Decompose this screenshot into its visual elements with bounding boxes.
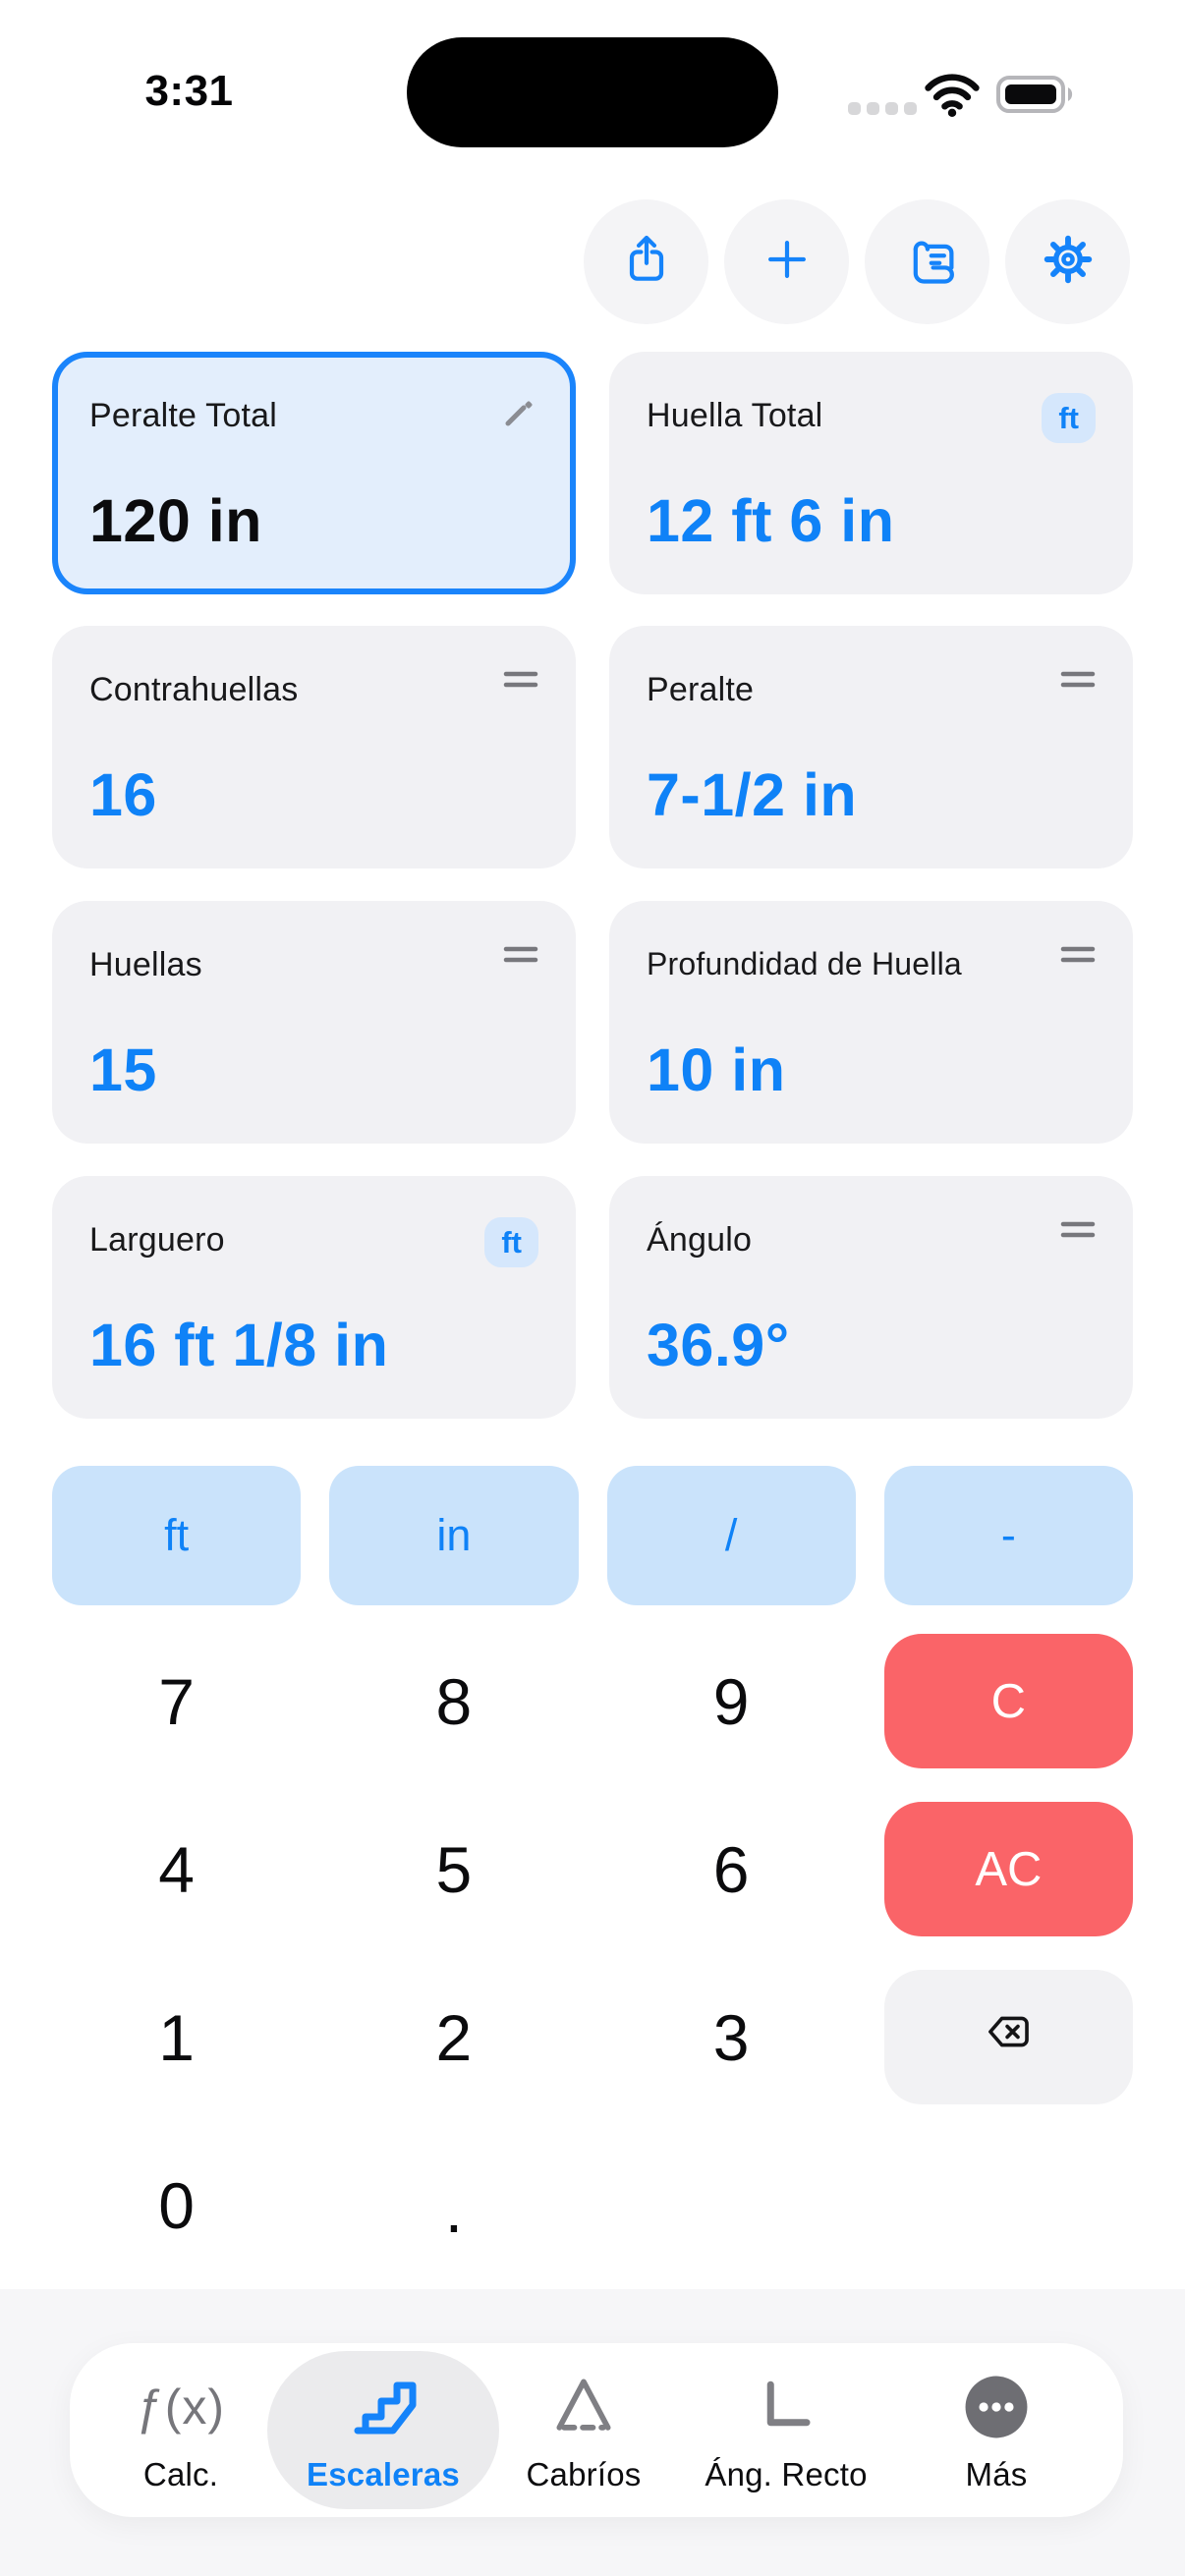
tab-label: Calc.: [142, 2456, 219, 2492]
equals-icon: [1060, 667, 1096, 698]
card-contrahuellas[interactable]: Contrahuellas 16: [52, 626, 576, 868]
all-clear-button[interactable]: AC: [883, 1802, 1133, 1936]
settings-button[interactable]: [1005, 199, 1130, 324]
status-time: 3:31: [144, 67, 234, 115]
card-header: Huellas: [89, 942, 538, 984]
key-4[interactable]: 4: [158, 1832, 195, 1906]
backspace-icon: [980, 2003, 1037, 2072]
card-peralte-total[interactable]: Peralte Total 120 in: [52, 352, 576, 594]
card-huellas[interactable]: Huellas 15: [52, 901, 576, 1144]
card-header: Contrahuellas: [89, 667, 538, 709]
tab-label: Áng. Recto: [705, 2456, 868, 2492]
card-label: Huellas: [89, 946, 202, 983]
unit-badge: ft: [1042, 393, 1096, 443]
key-7[interactable]: 7: [158, 1664, 195, 1738]
key-3[interactable]: 3: [712, 2000, 750, 2074]
card-value: 15: [89, 1036, 157, 1103]
card-label: Ángulo: [647, 1221, 753, 1259]
key-slash[interactable]: /: [606, 1466, 856, 1605]
function-icon: ƒ(x): [136, 2380, 226, 2435]
add-button[interactable]: [724, 199, 849, 324]
key-2[interactable]: 2: [435, 2000, 473, 2074]
wifi-icon: [923, 73, 982, 123]
rafter-triangle-icon: [546, 2367, 621, 2447]
key-minus[interactable]: -: [883, 1466, 1133, 1605]
settings-gear-icon: [1040, 231, 1097, 293]
keypad-spacer: [607, 2138, 856, 2272]
tab-mas[interactable]: Más: [898, 2343, 1095, 2517]
card-value: 16 ft 1/8 in: [89, 1312, 389, 1378]
card-label: Peralte Total: [89, 397, 277, 434]
card-value: 10 in: [647, 1036, 786, 1103]
key-6[interactable]: 6: [712, 1832, 750, 1906]
battery-icon: [996, 75, 1083, 119]
stairs-icon: [344, 2367, 423, 2447]
plus-icon: [758, 230, 817, 294]
clear-button[interactable]: C: [883, 1634, 1133, 1768]
card-larguero[interactable]: Larguero ft 16 ft 1/8 in: [52, 1176, 576, 1419]
card-label: Peralte: [647, 671, 755, 708]
cellular-signal-icon: [848, 101, 919, 121]
key-8[interactable]: 8: [435, 1664, 473, 1738]
key-5[interactable]: 5: [435, 1832, 473, 1906]
unit-key-row: ft in / -: [52, 1466, 1133, 1605]
equals-icon: [503, 942, 538, 973]
tab-cabrios[interactable]: Cabríos: [485, 2343, 682, 2517]
tab-label: Más: [965, 2456, 1028, 2492]
tab-label: Escaleras: [307, 2456, 460, 2492]
card-header: Peralte: [647, 667, 1096, 709]
key-decimal[interactable]: .: [444, 2173, 464, 2246]
tab-escaleras[interactable]: Escaleras: [285, 2343, 481, 2517]
card-peralte[interactable]: Peralte 7-1/2 in: [609, 626, 1133, 868]
tab-calc[interactable]: ƒ(x) Calc.: [83, 2343, 279, 2517]
card-huella-total[interactable]: Huella Total ft 12 ft 6 in: [609, 352, 1133, 594]
share-button[interactable]: [584, 199, 708, 324]
tab-label: Cabríos: [526, 2456, 642, 2492]
edit-pencil-icon: [497, 393, 538, 439]
card-label: Contrahuellas: [89, 671, 299, 708]
equals-icon: [1060, 1217, 1096, 1248]
keypad-spacer: [884, 2138, 1133, 2272]
card-header: Profundidad de Huella: [647, 942, 1096, 982]
card-profundidad-huella[interactable]: Profundidad de Huella 10 in: [609, 901, 1133, 1144]
card-label: Larguero: [89, 1221, 225, 1259]
card-value: 16: [89, 761, 157, 828]
card-label: Profundidad de Huella: [647, 946, 962, 981]
share-icon: [617, 230, 676, 294]
card-header: Ángulo: [647, 1217, 1096, 1260]
number-keypad: 7 8 9 C 4 5 6 AC 1 2 3 0 .: [52, 1634, 1133, 2272]
card-header: Huella Total ft: [647, 393, 1096, 443]
tab-bar: ƒ(x) Calc. Escaleras Cabríos: [70, 2343, 1123, 2517]
key-9[interactable]: 9: [712, 1664, 750, 1738]
card-value: 7-1/2 in: [647, 761, 858, 828]
card-angulo[interactable]: Ángulo 36.9°: [609, 1176, 1133, 1419]
key-1[interactable]: 1: [158, 2000, 195, 2074]
equals-icon: [503, 667, 538, 698]
more-ellipsis-icon: [960, 2367, 1033, 2447]
key-0[interactable]: 0: [158, 2168, 195, 2242]
backspace-button[interactable]: [883, 1970, 1133, 2104]
equals-icon: [1060, 942, 1096, 973]
tab-angulo-recto[interactable]: Áng. Recto: [688, 2343, 884, 2517]
unit-badge: ft: [484, 1217, 538, 1267]
card-value: 120 in: [89, 487, 262, 554]
key-in[interactable]: in: [329, 1466, 579, 1605]
card-value: 12 ft 6 in: [647, 487, 895, 554]
card-header: Peralte Total: [89, 393, 538, 439]
card-value: 36.9°: [647, 1312, 790, 1378]
key-ft[interactable]: ft: [52, 1466, 302, 1605]
card-header: Larguero ft: [89, 1217, 538, 1267]
scroll-icon: [898, 230, 957, 294]
right-angle-icon: [752, 2367, 820, 2447]
dynamic-island: [407, 37, 778, 147]
history-button[interactable]: [865, 199, 989, 324]
card-label: Huella Total: [647, 397, 823, 434]
